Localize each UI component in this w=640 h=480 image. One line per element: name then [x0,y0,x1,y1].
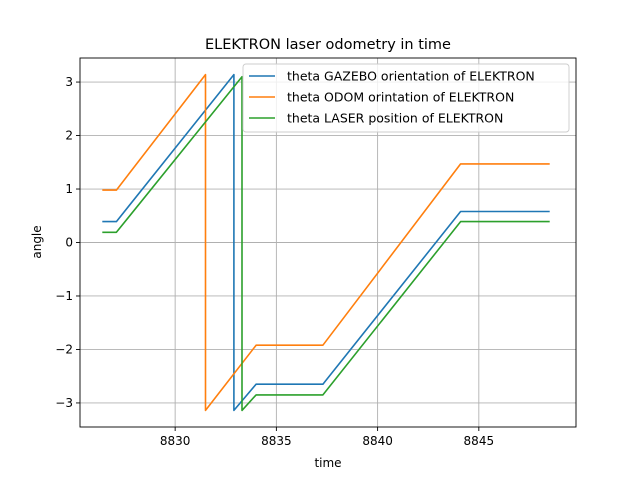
legend-label-2: theta ODOM orintation of ELEKTRON [287,90,514,105]
x-tick-label: 8840 [362,434,393,448]
y-tick-label: 3 [65,75,73,89]
series-group [102,73,550,412]
series-line-3 [102,75,550,412]
x-tick-label: 8830 [160,434,191,448]
chart-title: ELEKTRON laser odometry in time [205,37,451,53]
legend: theta GAZEBO orientation of ELEKTRON thet… [242,63,570,133]
y-tick-label: 0 [65,236,73,250]
y-tick-label: −1 [55,289,73,303]
y-axis-label: angle [30,225,44,258]
y-tick-label: −3 [55,396,73,410]
legend-label-3: theta LASER position of ELEKTRON [287,111,503,126]
series-line-2 [102,73,550,412]
series-line-1 [102,73,550,412]
x-tick-label: 8845 [464,434,495,448]
legend-label-1: theta GAZEBO orientation of ELEKTRON [287,69,535,84]
x-axis-ticks: 8830 8835 8840 8845 [160,427,494,448]
y-tick-label: 1 [65,182,73,196]
y-tick-label: −2 [55,342,73,356]
y-axis-ticks: −3 −2 −1 0 1 2 3 [55,75,80,410]
x-axis-label: time [314,456,341,470]
y-tick-label: 2 [65,129,73,143]
x-tick-label: 8835 [261,434,292,448]
legend-box [242,63,570,133]
